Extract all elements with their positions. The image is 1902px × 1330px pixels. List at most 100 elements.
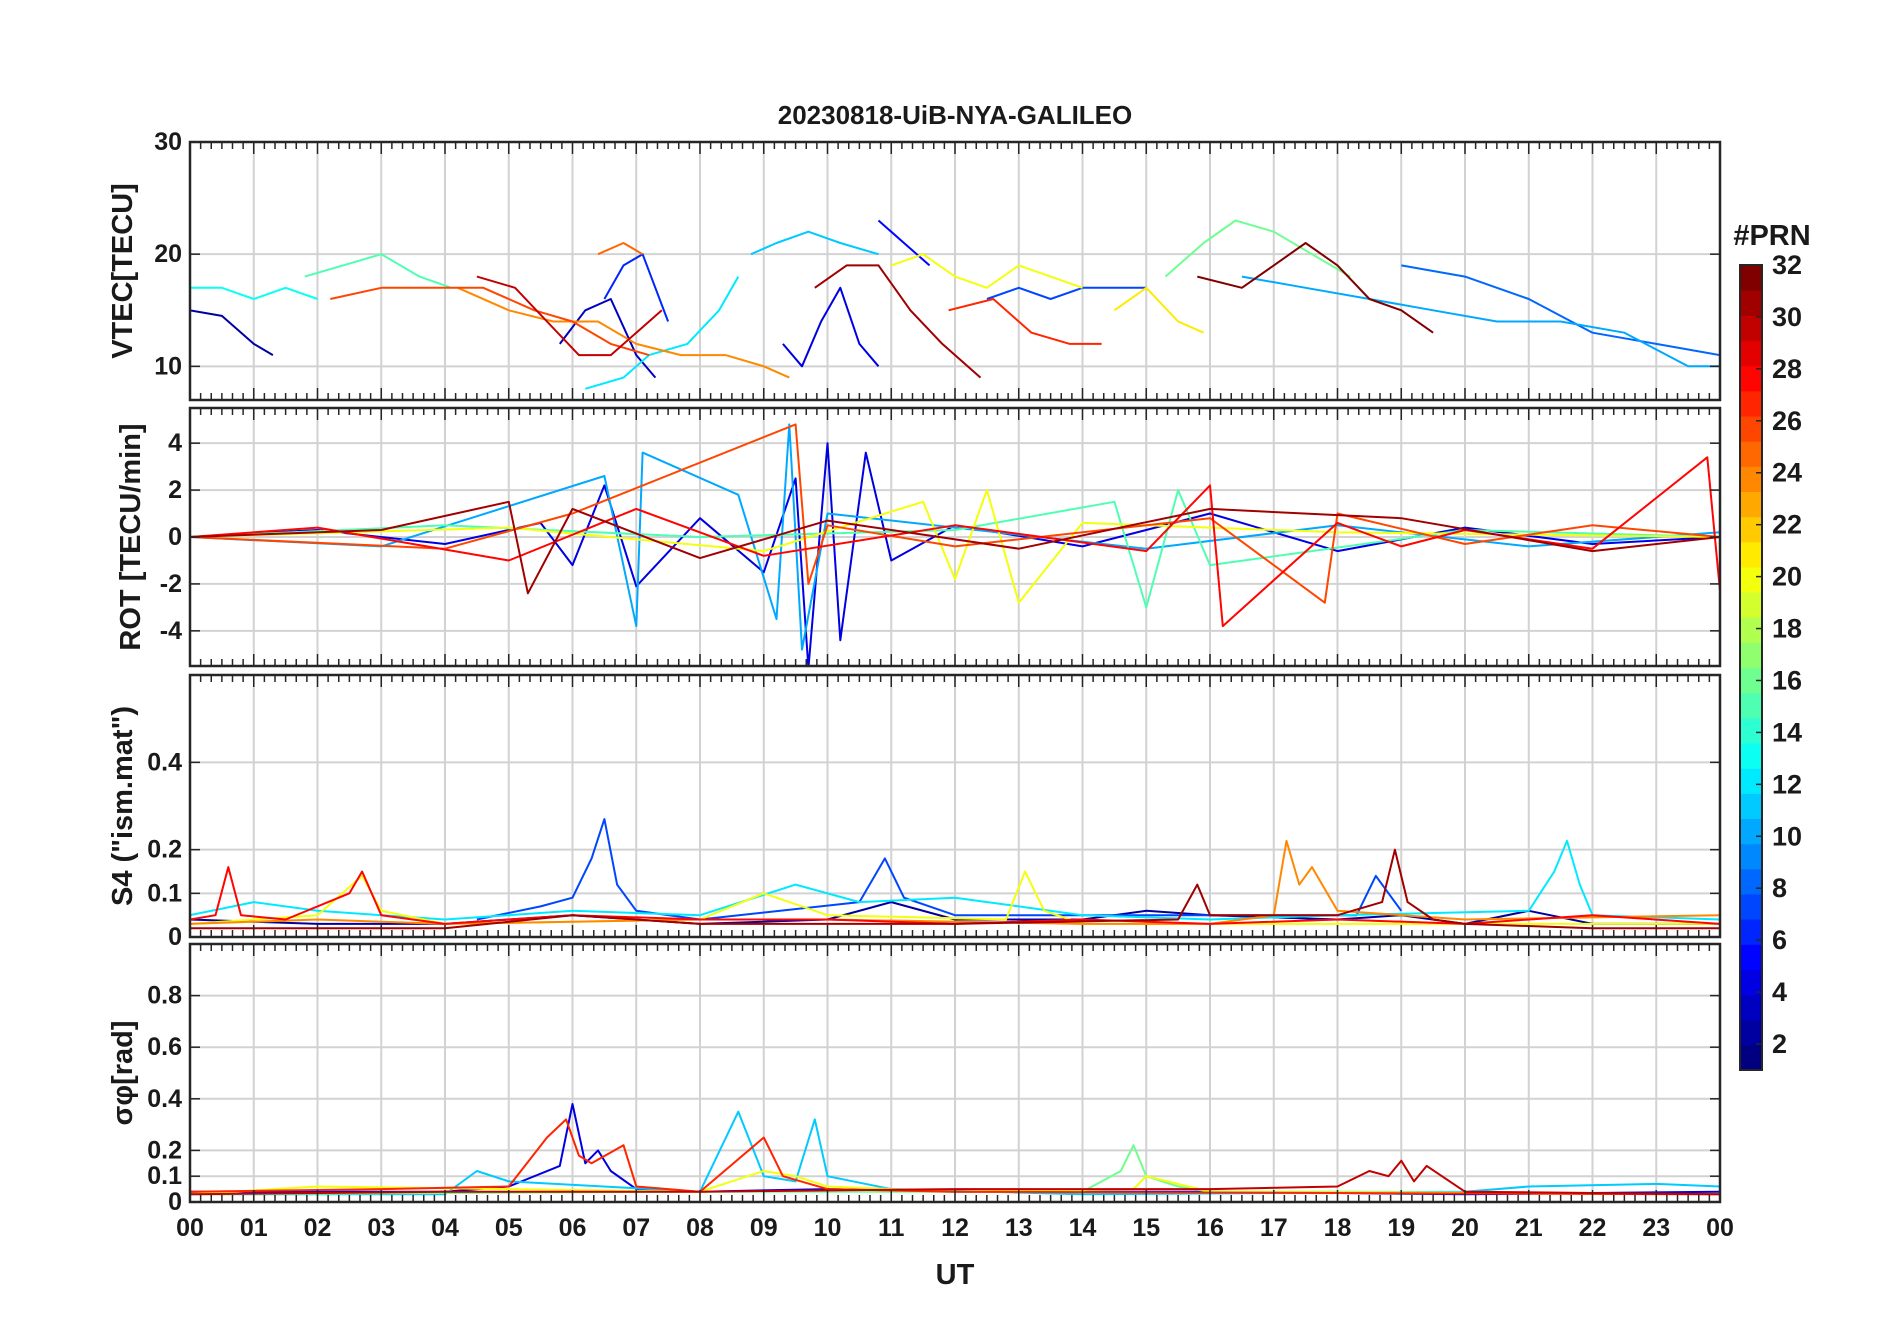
colorbar-cell [1740, 1019, 1762, 1046]
y-tick-label: 0 [168, 523, 182, 551]
y-tick-label: -2 [160, 570, 182, 598]
series-line-prn-31 [190, 500, 1720, 595]
colorbar-cell [1740, 315, 1762, 342]
y-tick-label: 0 [168, 1188, 182, 1216]
series-line-prn-10 [1241, 275, 1720, 368]
x-tick-label: 02 [304, 1214, 332, 1242]
series-line-prn-27 [190, 1118, 1720, 1196]
series-line-prn-20 [190, 489, 1720, 604]
y-tick-label: 4 [168, 429, 182, 457]
y-tick-label: 20 [154, 240, 182, 268]
series-line-prn-31 [814, 264, 982, 379]
colorbar-cell [1740, 818, 1762, 845]
colorbar-cell [1740, 390, 1762, 417]
x-tick-label: 15 [1132, 1214, 1160, 1242]
y-tick-label: 0.4 [147, 748, 182, 776]
series-line-prn-7 [476, 818, 1403, 921]
y-axis-title: ROT [TECU/min] [115, 423, 147, 650]
colorbar-tick-label: 28 [1772, 354, 1802, 384]
x-tick-label: 14 [1069, 1214, 1097, 1242]
x-tick-label: 08 [686, 1214, 714, 1242]
x-tick-label: 18 [1324, 1214, 1352, 1242]
x-tick-label: 12 [941, 1214, 969, 1242]
series-line-prn-8 [1401, 264, 1720, 357]
series-line-prn-31 [190, 848, 1720, 930]
series-line-prn-30 [476, 275, 663, 357]
x-axis-title: UT [936, 1259, 975, 1291]
colorbar-tick-label: 24 [1772, 458, 1802, 488]
colorbar-cell [1740, 491, 1762, 518]
y-tick-label: -4 [160, 617, 182, 645]
colorbar-tick-label: 12 [1772, 769, 1802, 799]
x-tick-label: 21 [1515, 1214, 1543, 1242]
colorbar-tick-label: 4 [1772, 977, 1787, 1007]
x-tick-label: 16 [1196, 1214, 1224, 1242]
x-tick-label: 23 [1642, 1214, 1670, 1242]
x-tick-label: 01 [240, 1214, 268, 1242]
series-line-prn-25 [597, 242, 644, 256]
panel-2: -4 -2 0 2 4 ROT [TECU/min] [115, 406, 1722, 668]
y-tick-label: 0.6 [147, 1033, 182, 1061]
colorbar-cell [1740, 365, 1762, 392]
series-line-prn-11 [190, 1110, 1720, 1196]
x-tick-label: 17 [1260, 1214, 1288, 1242]
x-tick-label: 13 [1005, 1214, 1033, 1242]
colorbar-cell [1740, 642, 1762, 669]
series-line-prn-20 [890, 253, 1083, 289]
colorbar-cell [1740, 667, 1762, 694]
colorbar-cell [1740, 768, 1762, 794]
series-line-prn-4 [782, 286, 880, 368]
series-line-prn-15 [190, 489, 1720, 609]
series-line-prn-20 [190, 1170, 1720, 1196]
colorbar-cell [1740, 265, 1762, 291]
colorbar-cell [1740, 592, 1762, 618]
colorbar-tick-label: 32 [1772, 250, 1802, 280]
y-tick-label: 0.1 [147, 879, 182, 907]
panel-1: 10 20 30 VTEC[TECU] [107, 128, 1722, 402]
x-tick-label: 10 [814, 1214, 842, 1242]
colorbar-tick-label: 16 [1772, 665, 1802, 695]
series-line-prn-12 [585, 276, 740, 390]
series-line-prn-21 [1113, 286, 1205, 334]
colorbar-cell [1740, 441, 1762, 467]
colorbar-cell [1740, 843, 1762, 870]
colorbar-cell [1740, 290, 1762, 316]
colorbar-label: #PRN [1733, 220, 1810, 252]
x-tick-label: 03 [367, 1214, 395, 1242]
colorbar-cell [1740, 994, 1762, 1021]
axes-frame [188, 673, 1722, 939]
y-tick-label: 30 [154, 128, 182, 156]
figure-title: 20230818-UiB-NYA-GALILEO [778, 100, 1133, 130]
x-tick-label: 11 [878, 1214, 905, 1242]
x-tick-label: 00 [176, 1214, 204, 1242]
colorbar-tick-label: 18 [1772, 614, 1802, 644]
colorbar-frame [1739, 264, 1763, 1071]
y-tick-label: 0.2 [147, 836, 182, 864]
series-line-prn-6 [603, 253, 670, 322]
series-group [190, 423, 1720, 666]
y-axis-title: VTEC[TECU] [107, 183, 139, 359]
series-line-prn-7 [986, 286, 1147, 300]
colorbar-cell [1740, 466, 1762, 493]
axes-frame [188, 942, 1722, 1204]
y-tick-label: 0.2 [147, 1136, 182, 1164]
colorbar-tick-label: 22 [1772, 510, 1802, 540]
series-line-prn-11 [750, 230, 879, 256]
x-tick-label: 06 [559, 1214, 587, 1242]
colorbar-tick-label: 14 [1772, 717, 1802, 747]
x-tick-label: 20 [1451, 1214, 1479, 1242]
y-tick-label: 0.4 [147, 1085, 182, 1113]
series-line-prn-13 [190, 286, 318, 300]
colorbar-cell [1740, 793, 1762, 820]
series-line-prn-24 [457, 286, 790, 379]
colorbar-cell [1740, 692, 1762, 719]
y-tick-label: 0 [168, 923, 182, 951]
series-line-prn-28 [190, 456, 1720, 628]
series-line-prn-16 [1164, 219, 1351, 278]
series-line-prn-26 [190, 423, 1720, 604]
y-tick-label: 2 [168, 476, 182, 504]
colorbar-tick-label: 30 [1772, 302, 1802, 332]
series-line-prn-5 [877, 219, 931, 267]
colorbar-cell [1740, 340, 1762, 367]
